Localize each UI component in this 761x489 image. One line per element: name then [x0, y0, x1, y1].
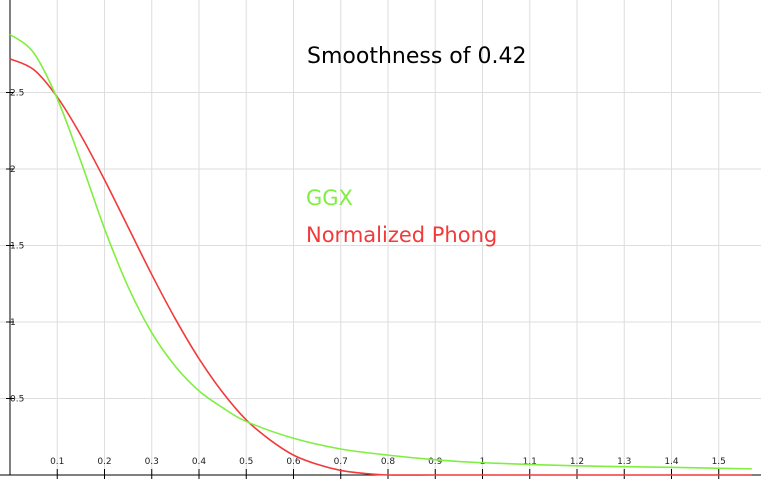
x-tick-label: 1.5 [712, 457, 726, 467]
x-tick-label: 1.2 [570, 457, 584, 467]
legend-entry-normalized-phong: Normalized Phong [306, 223, 498, 247]
y-tick-label: 0.5 [10, 395, 24, 405]
legend-entry-ggx: GGX [306, 186, 353, 210]
chart-title: Smoothness of 0.42 [307, 44, 527, 69]
y-tick-label: 1.5 [10, 242, 24, 252]
x-tick-label: 1.3 [617, 457, 631, 467]
x-tick-label: 0.3 [145, 457, 159, 467]
x-tick-label: 1.4 [664, 457, 679, 467]
y-tick-label: 1 [10, 318, 16, 328]
x-tick-label: 1.1 [523, 457, 537, 467]
x-tick-label: 0.5 [239, 457, 253, 467]
chart-grid [0, 0, 761, 475]
series-line-normalized-phong [9, 58, 752, 476]
y-tick-label: 2.5 [10, 89, 24, 99]
x-tick-label: 0.4 [192, 457, 207, 467]
x-tick-label: 0.9 [428, 457, 443, 467]
x-tick-label: 0.8 [381, 457, 396, 467]
x-tick-label: 0.7 [334, 457, 348, 467]
y-tick-label: 2 [10, 165, 16, 175]
series-line-ggx [9, 33, 752, 470]
x-tick-label: 0.2 [97, 457, 111, 467]
chart-series [9, 33, 752, 476]
x-tick-label: 0.1 [50, 457, 64, 467]
x-tick-label: 0.6 [286, 457, 301, 467]
